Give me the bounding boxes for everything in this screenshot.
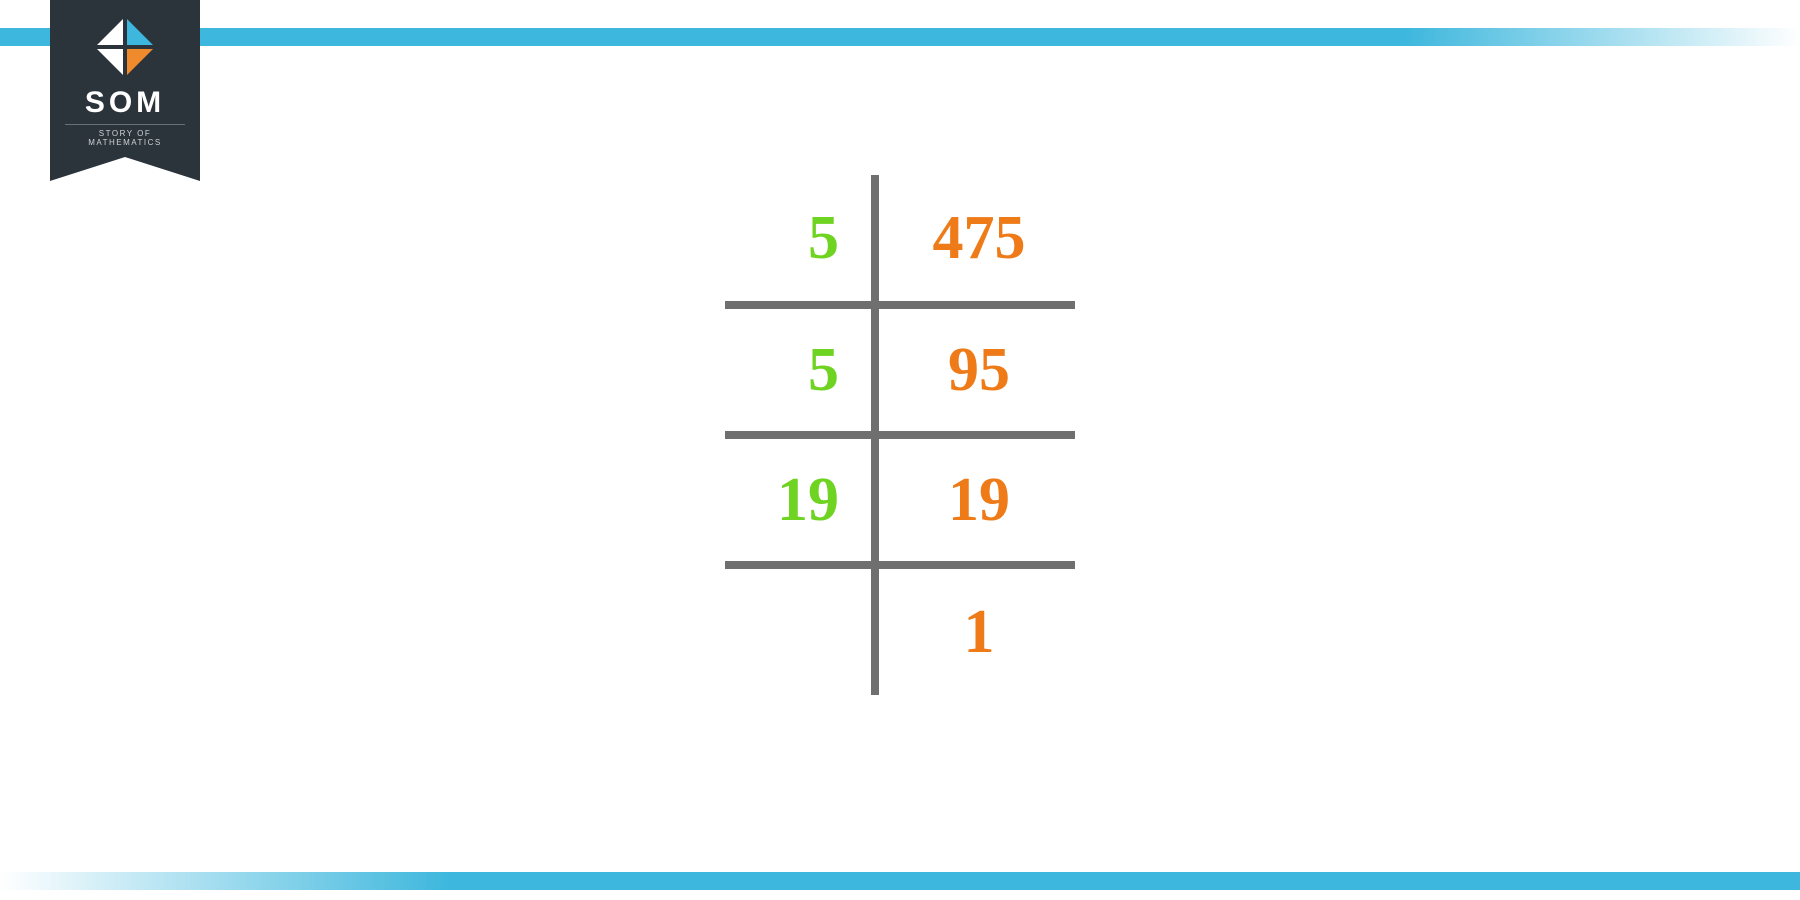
bottom-bar-solid: [450, 872, 1800, 890]
bottom-bar: [0, 872, 1800, 890]
top-bar: [0, 28, 1800, 46]
divisor-cell: 5: [725, 305, 875, 435]
dividend-cell: 95: [875, 305, 1075, 435]
brand-subtitle: STORY OF MATHEMATICS: [65, 124, 185, 147]
brand-badge-body: SOM STORY OF MATHEMATICS: [50, 0, 200, 181]
prime-factorization-ladder: 547559519191: [725, 175, 1075, 695]
brand-badge: SOM STORY OF MATHEMATICS: [50, 0, 200, 181]
top-bar-solid: [0, 28, 1404, 46]
divisor-cell: 19: [725, 435, 875, 565]
top-bar-gradient: [1404, 28, 1800, 46]
brand-title: SOM: [85, 86, 165, 120]
ladder-row: 1919: [725, 435, 1075, 565]
dividend-cell: 19: [875, 435, 1075, 565]
ladder-row: 595: [725, 305, 1075, 435]
divisor-cell: [725, 565, 875, 695]
ladder-row: 1: [725, 565, 1075, 695]
ladder-row: 5475: [725, 175, 1075, 305]
divisor-cell: 5: [725, 175, 875, 305]
dividend-cell: 475: [875, 175, 1075, 305]
som-logo-icon: [96, 18, 154, 76]
dividend-cell: 1: [875, 565, 1075, 695]
bottom-bar-gradient: [0, 872, 450, 890]
